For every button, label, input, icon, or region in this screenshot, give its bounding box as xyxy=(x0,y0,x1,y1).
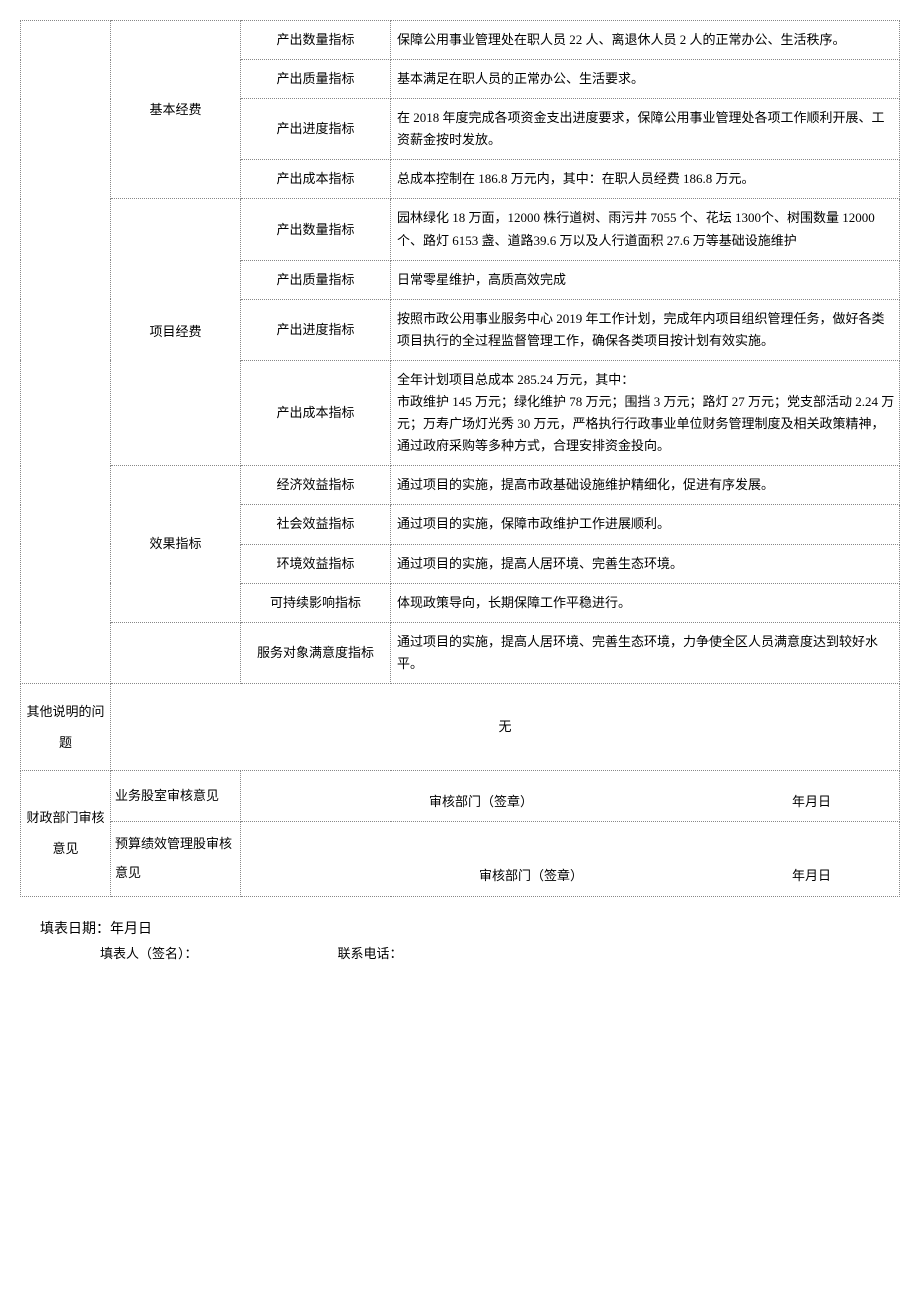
other-notes-label: 其他说明的问题 xyxy=(21,683,111,770)
budget-review-label: 预算绩效管理股审核意见 xyxy=(111,822,241,896)
phone-label: 联系电话： xyxy=(338,942,403,965)
indicator-desc: 全年计划项目总成本 285.24 万元，其中： 市政维护 145 万元；绿化维护… xyxy=(391,360,900,465)
finance-review-row-2: 预算绩效管理股审核意见 审核部门（签章） 年月日 xyxy=(21,822,900,896)
other-notes-value: 无 xyxy=(111,683,900,770)
sig-dept-label: 审核部门（签章） xyxy=(429,791,533,813)
indicator-desc: 通过项目的实施，提高人居环境、完善生态环境，力争使全区人员满意度达到较好水平。 xyxy=(391,622,900,683)
table-row: 基本经费 产出数量指标 保障公用事业管理处在职人员 22 人、离退休人员 2 人… xyxy=(21,21,900,60)
table-row: 服务对象满意度指标 通过项目的实施，提高人居环境、完善生态环境，力争使全区人员满… xyxy=(21,622,900,683)
indicator-desc: 通过项目的实施，提高人居环境、完善生态环境。 xyxy=(391,544,900,583)
indicator-label: 产出成本指标 xyxy=(241,160,391,199)
finance-review-row-1: 财政部门审核意见 业务股室审核意见 审核部门（签章） 年月日 xyxy=(21,771,900,822)
sig-date-label: 年月日 xyxy=(792,791,831,813)
indicator-desc: 总成本控制在 186.8 万元内，其中：在职人员经费 186.8 万元。 xyxy=(391,160,900,199)
performance-table: 基本经费 产出数量指标 保障公用事业管理处在职人员 22 人、离退休人员 2 人… xyxy=(20,20,900,897)
indicator-label: 产出进度指标 xyxy=(241,99,391,160)
indicator-label: 经济效益指标 xyxy=(241,466,391,505)
business-review-label: 业务股室审核意见 xyxy=(111,771,241,822)
indicator-desc: 通过项目的实施，保障市政维护工作进展顺利。 xyxy=(391,505,900,544)
indicator-label: 产出成本指标 xyxy=(241,360,391,465)
signature-cell: 审核部门（签章） 年月日 xyxy=(241,771,900,822)
indicator-desc: 体现政策导向，长期保障工作平稳进行。 xyxy=(391,583,900,622)
indicator-label: 服务对象满意度指标 xyxy=(241,622,391,683)
indicator-desc: 通过项目的实施，提高市政基础设施维护精细化，促进有序发展。 xyxy=(391,466,900,505)
category-empty xyxy=(111,622,241,683)
category-effect: 效果指标 xyxy=(111,466,241,622)
indicator-label: 产出质量指标 xyxy=(241,60,391,99)
indicator-label: 社会效益指标 xyxy=(241,505,391,544)
sig-dept-label: 审核部门（签章） xyxy=(479,865,583,887)
indicator-label: 产出数量指标 xyxy=(241,21,391,60)
signature-cell: 审核部门（签章） 年月日 xyxy=(241,822,900,896)
category-basic-expense: 基本经费 xyxy=(111,21,241,199)
indicator-label: 产出质量指标 xyxy=(241,260,391,299)
left-spanning-cell xyxy=(21,21,111,684)
sig-date-label: 年月日 xyxy=(792,865,831,887)
other-notes-row: 其他说明的问题 无 xyxy=(21,683,900,770)
indicator-desc: 在 2018 年度完成各项资金支出进度要求，保障公用事业管理处各项工作顺利开展、… xyxy=(391,99,900,160)
indicator-label: 环境效益指标 xyxy=(241,544,391,583)
table-row: 项目经费 产出数量指标 园林绿化 18 万面，12000 株行道树、雨污井 70… xyxy=(21,199,900,260)
indicator-label: 产出进度指标 xyxy=(241,299,391,360)
indicator-desc: 日常零星维护，高质高效完成 xyxy=(391,260,900,299)
finance-review-label: 财政部门审核意见 xyxy=(21,771,111,896)
indicator-label: 可持续影响指标 xyxy=(241,583,391,622)
table-row: 效果指标 经济效益指标 通过项目的实施，提高市政基础设施维护精细化，促进有序发展… xyxy=(21,466,900,505)
filler-label: 填表人（签名）： xyxy=(100,942,198,965)
indicator-label: 产出数量指标 xyxy=(241,199,391,260)
indicator-desc: 按照市政公用事业服务中心 2019 年工作计划，完成年内项目组织管理任务，做好各… xyxy=(391,299,900,360)
footer-section: 填表日期：年月日 填表人（签名）： 联系电话： xyxy=(20,917,900,966)
indicator-desc: 保障公用事业管理处在职人员 22 人、离退休人员 2 人的正常办公、生活秩序。 xyxy=(391,21,900,60)
indicator-desc: 园林绿化 18 万面，12000 株行道树、雨污井 7055 个、花坛 1300… xyxy=(391,199,900,260)
indicator-desc: 基本满足在职人员的正常办公、生活要求。 xyxy=(391,60,900,99)
category-project-expense: 项目经费 xyxy=(111,199,241,466)
fill-date-label: 填表日期：年月日 xyxy=(40,917,900,942)
